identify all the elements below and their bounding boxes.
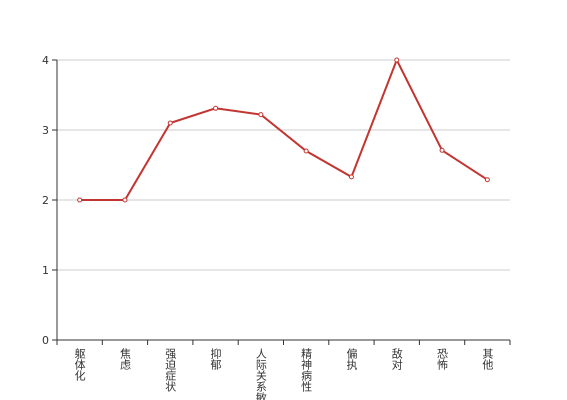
x-tick-label: 人际关系敏感 [254, 348, 267, 400]
y-tick-label: 1 [42, 264, 49, 277]
point [303, 148, 309, 154]
x-tick-label: 精神病性 [300, 348, 313, 393]
y-tick-label: 3 [42, 124, 49, 137]
x-tick-label: 躯体化 [73, 348, 86, 382]
point [394, 57, 400, 63]
x-tick-label: 偏执 [345, 347, 358, 371]
y-tick-label: 4 [42, 54, 49, 67]
point [258, 112, 264, 118]
x-tick-label: 焦虑 [118, 348, 131, 370]
point [348, 174, 354, 180]
x-tick-label: 敌对 [390, 347, 403, 370]
point [484, 177, 490, 183]
point [213, 105, 219, 111]
point [167, 120, 173, 126]
point [77, 197, 83, 203]
y-tick-label: 0 [42, 334, 49, 347]
point [439, 147, 445, 153]
x-tick-label: 其他 [481, 348, 494, 370]
y-tick-label: 2 [42, 194, 49, 207]
point [122, 197, 128, 203]
x-tick-label: 强迫症状 [164, 348, 177, 392]
x-tick-label: 抑郁 [209, 347, 222, 370]
line [79, 57, 488, 201]
x-tick-label: 恐怖 [436, 348, 449, 370]
